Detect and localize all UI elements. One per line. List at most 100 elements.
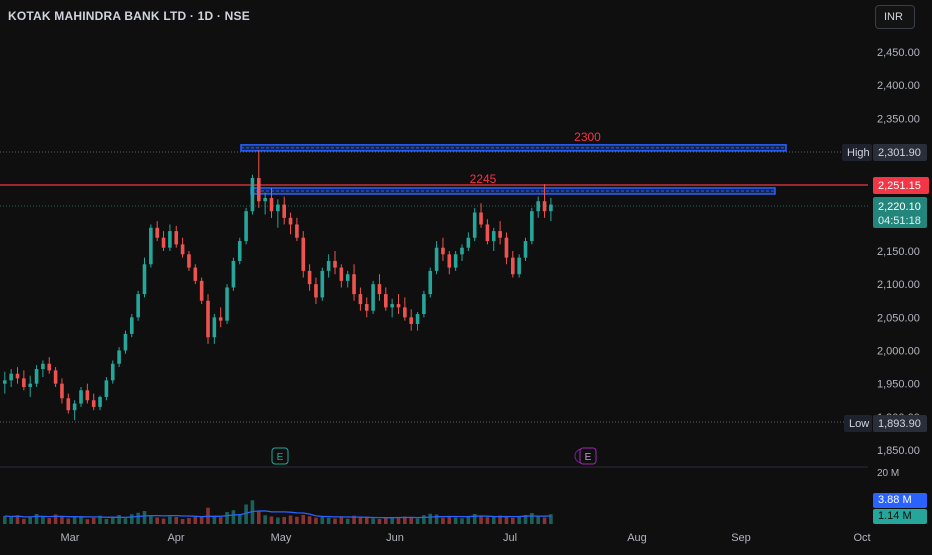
candle-body: [434, 247, 439, 271]
volume-bar: [434, 514, 439, 524]
candle-body: [15, 373, 20, 379]
volume-bar: [447, 516, 452, 524]
candle-body: [428, 270, 433, 295]
volume-bar: [422, 515, 426, 524]
candle-body: [206, 300, 210, 338]
high-value: 2,301.90: [878, 147, 921, 159]
chart-title: KOTAK MAHINDRA BANK LTD · 1D · NSE: [8, 9, 250, 23]
price-tick-label: 2,400.00: [877, 80, 920, 92]
time-axis: Mar Apr May Jun Jul Aug Sep Oct: [61, 532, 871, 544]
high-label-bg: [842, 144, 872, 161]
candles: [3, 150, 553, 421]
volume-bar: [66, 518, 71, 524]
current-price-tag: 2,251.15: [878, 180, 921, 192]
candle-body: [282, 204, 286, 218]
time-tick-label: Mar: [61, 532, 80, 544]
volume-bar: [390, 518, 394, 524]
candle-body: [314, 284, 318, 298]
candle-body: [345, 274, 350, 281]
candle-body: [231, 260, 236, 288]
candle-body: [142, 264, 147, 295]
candle-body: [384, 294, 388, 308]
volume-bar: [511, 517, 515, 524]
candle-body: [485, 224, 490, 242]
volume-bar: [28, 517, 32, 524]
volume-bar: [441, 517, 445, 524]
volume-bar: [403, 516, 407, 524]
volume-bar: [339, 517, 344, 524]
volume-tag-current: 3.88 M: [878, 494, 912, 506]
volume-bar: [161, 518, 166, 524]
candle-body: [66, 398, 71, 411]
volume-bar: [193, 516, 198, 524]
volume-bar: [542, 517, 547, 524]
candle-body: [390, 304, 394, 308]
volume-bar: [263, 515, 267, 524]
volume-bar: [142, 511, 147, 524]
volume-bar: [98, 515, 102, 524]
high-value-bg: [873, 144, 927, 161]
time-tick-label: Jun: [386, 532, 404, 544]
currency-selector[interactable]: INR: [875, 5, 915, 29]
volume-bar: [415, 518, 420, 524]
volume-bar: [3, 516, 7, 524]
volume-bar: [364, 516, 369, 524]
volume-bar: [352, 515, 356, 524]
volume-bar: [282, 517, 286, 524]
candle-body: [117, 350, 121, 364]
volume-bar: [301, 515, 306, 524]
volume-bar: [136, 512, 140, 524]
candle-body: [453, 254, 458, 268]
candle-body: [180, 244, 185, 255]
volume-bar: [79, 516, 83, 524]
candle-body: [542, 201, 547, 212]
volume-bar: [174, 517, 179, 524]
candle-body: [244, 211, 248, 242]
candle-body: [339, 267, 344, 281]
candle-body: [409, 317, 413, 324]
volume-bar: [212, 516, 217, 524]
candle-body: [498, 231, 502, 238]
time-tick-label: Oct: [853, 532, 870, 544]
volume-bar: [396, 517, 401, 524]
candle-body: [377, 284, 382, 295]
candle-body: [263, 197, 267, 202]
low-value: 1,893.90: [878, 418, 921, 430]
volume-bar: [345, 518, 350, 524]
volume-bar: [22, 518, 26, 524]
candle-body: [333, 260, 337, 268]
volume-bar: [47, 518, 52, 524]
volume-bar: [320, 516, 325, 524]
earnings-marker: [579, 447, 597, 465]
volume-bar: [180, 519, 185, 524]
volume-bar: [472, 514, 477, 524]
candle-body: [441, 247, 445, 255]
volume-bar: [244, 504, 248, 524]
volume-bar: [168, 516, 172, 524]
earnings-marker: [271, 447, 289, 465]
volume-bar: [257, 511, 261, 524]
volume-bar: [460, 518, 464, 524]
candle-body: [326, 260, 331, 271]
candle-body: [212, 317, 217, 338]
volume-bar: [517, 517, 521, 524]
price-tick-label: 2,450.00: [877, 47, 920, 59]
candle-body: [479, 212, 483, 225]
candle-body: [269, 197, 274, 212]
volume-bar: [237, 514, 242, 524]
volume-bar: [428, 513, 433, 524]
candle-body: [422, 294, 426, 315]
volume-scale-label: 20 M: [877, 468, 899, 479]
volume-bar: [276, 517, 280, 524]
candle-body: [460, 247, 464, 255]
volume-bar: [384, 517, 388, 524]
time-tick-label: Apr: [167, 532, 184, 544]
candle-body: [85, 390, 90, 401]
candle-body: [110, 363, 115, 381]
low-value-bg: [873, 415, 927, 432]
volume-bar: [41, 516, 45, 524]
countdown-timer: 04:51:18: [878, 215, 921, 227]
